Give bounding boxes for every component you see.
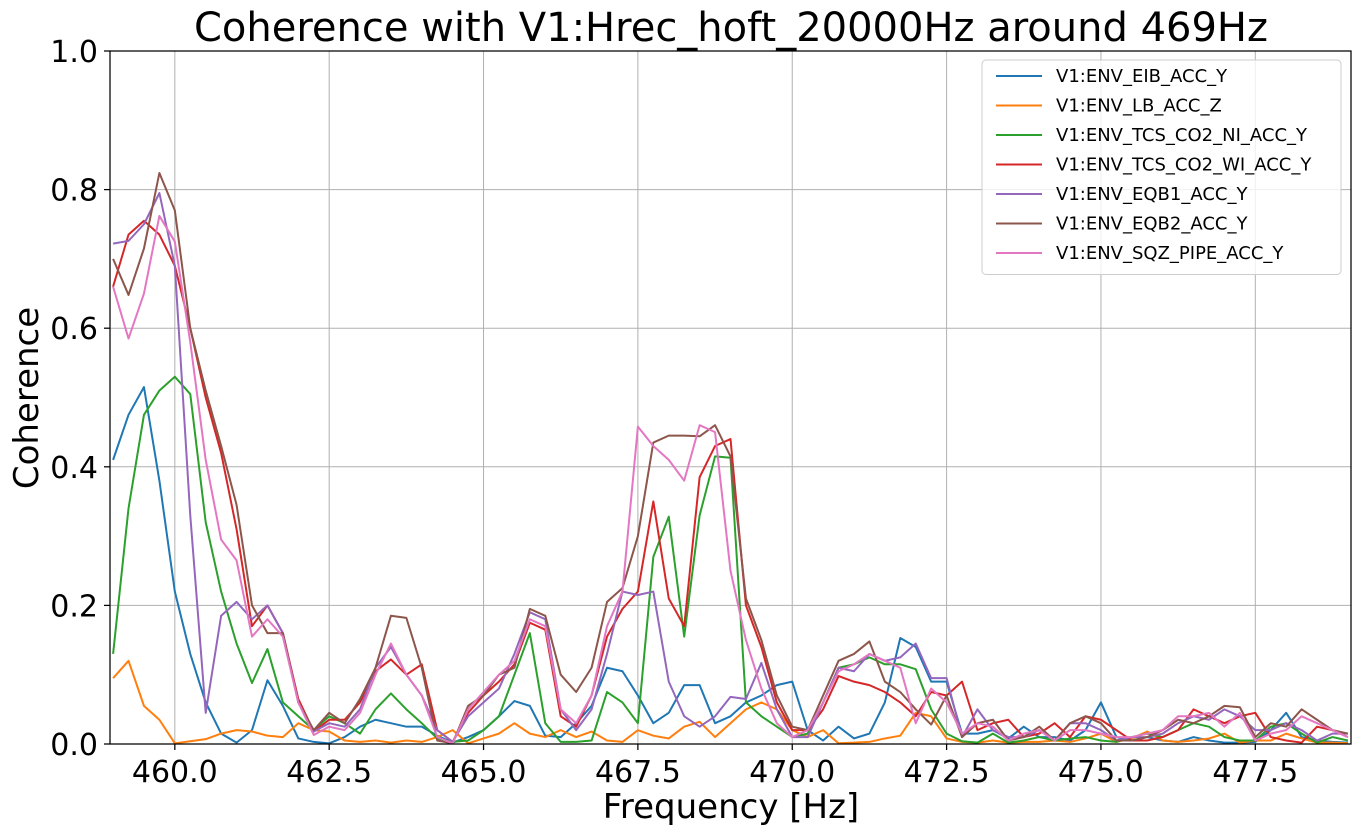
legend-entry: V1:ENV_EQB2_ACC_Y: [1056, 214, 1248, 235]
y-axis-label: Coherence: [7, 307, 47, 489]
series-lines: [112, 171, 1349, 744]
x-tick-label: 477.5: [1212, 755, 1298, 790]
series-line-v1-env-eqb1-acc-y: [112, 192, 1348, 743]
y-tick-label: 0.4: [50, 451, 98, 486]
series-line-v1-env-eqb2-acc-y: [112, 171, 1349, 744]
series-line-v1-env-sqz-pipe-acc-y: [112, 214, 1349, 744]
y-tick-label: 0.6: [50, 312, 98, 347]
x-tick-label: 465.0: [441, 755, 527, 790]
x-tick-label: 470.0: [749, 755, 835, 790]
x-tick-label: 462.5: [286, 755, 372, 790]
legend-entry: V1:ENV_SQZ_PIPE_ACC_Y: [1056, 243, 1284, 264]
y-tick-label: 1.0: [50, 35, 98, 70]
x-tick-label: 475.0: [1058, 755, 1144, 790]
legend-entry: V1:ENV_EQB1_ACC_Y: [1056, 184, 1248, 205]
y-tick-label: 0.8: [50, 174, 98, 209]
series-line-v1-env-tcs-co2-wi-acc-y: [112, 219, 1349, 744]
legend-entry: V1:ENV_EIB_ACC_Y: [1056, 66, 1228, 87]
y-tick-label: 0.2: [50, 589, 98, 624]
y-tick-label: 0.0: [50, 728, 98, 763]
x-axis-label: Frequency [Hz]: [603, 787, 859, 827]
legend-entry: V1:ENV_TCS_CO2_WI_ACC_Y: [1056, 155, 1312, 176]
legend-box: [981, 59, 1342, 275]
plot-frame: [109, 50, 1352, 745]
x-tick-label: 460.0: [132, 755, 218, 790]
legend-entry: V1:ENV_LB_ACC_Z: [1056, 96, 1222, 117]
x-tick-label: 472.5: [904, 755, 990, 790]
chart-title: Coherence with V1:Hrec_hoft_20000Hz arou…: [194, 5, 1268, 51]
x-tick-label: 467.5: [595, 755, 681, 790]
ticks: 460.0 462.5 465.0 467.5 470.0 472.5 475.0 477.5…: [50, 35, 1298, 790]
legend: V1:ENV_EIB_ACC_Y V1:ENV_LB_ACC_Z V1:ENV_TC…: [981, 59, 1342, 275]
legend-entry: V1:ENV_TCS_CO2_NI_ACC_Y: [1056, 125, 1308, 146]
